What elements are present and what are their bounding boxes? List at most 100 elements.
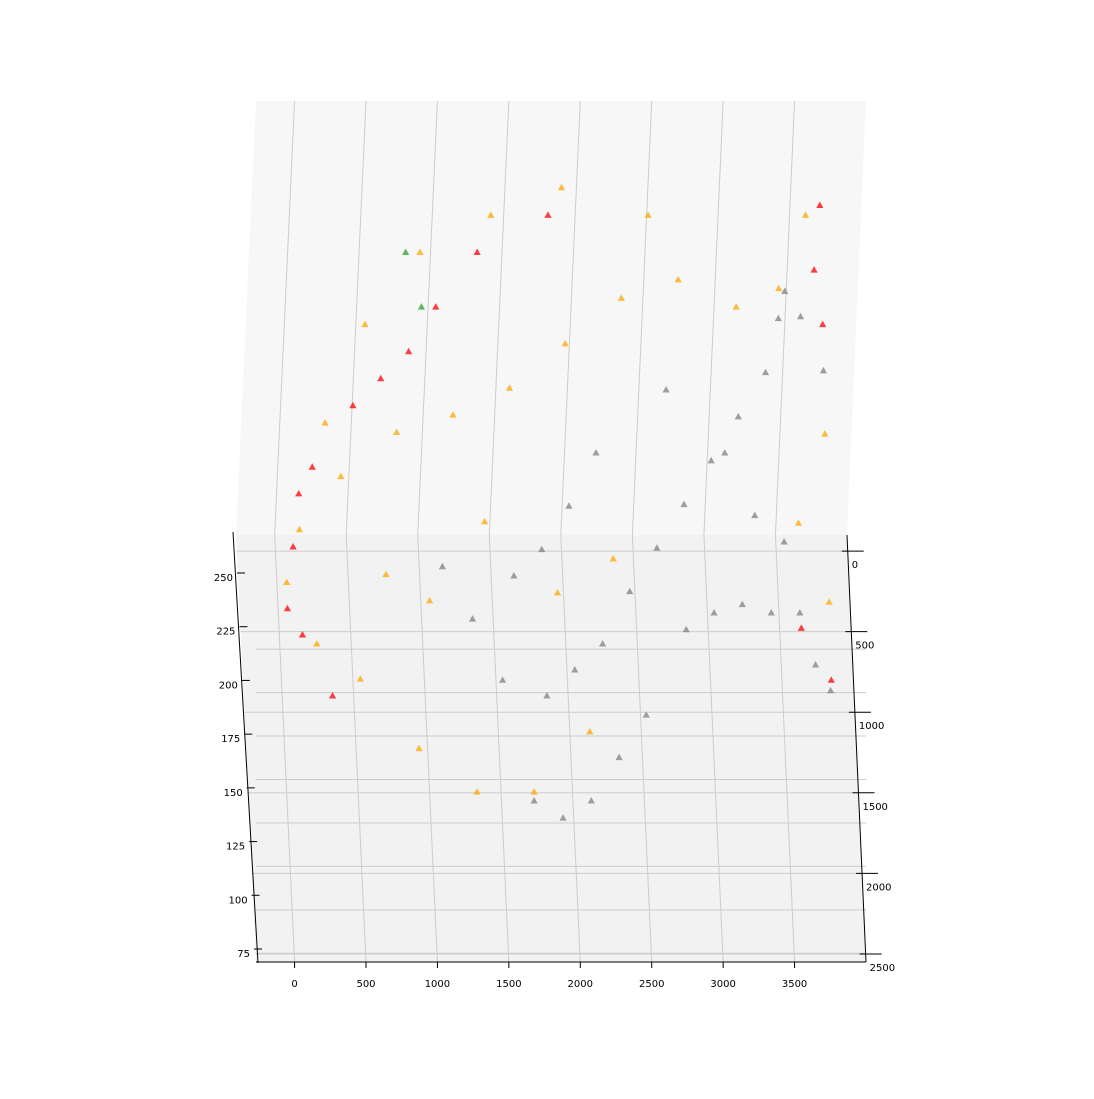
data-point-marker xyxy=(821,430,829,437)
data-point-marker xyxy=(615,753,623,761)
data-point-marker xyxy=(402,248,410,256)
z-tick-label: 175 xyxy=(221,734,240,745)
x-gridline-back xyxy=(631,100,653,536)
data-point-marker xyxy=(530,788,538,795)
data-point-marker xyxy=(599,640,607,647)
data-point-marker xyxy=(498,676,507,683)
data-point-marker xyxy=(774,314,782,322)
x-gridline-back xyxy=(774,100,796,536)
x-tick-label: 3000 xyxy=(710,979,735,990)
data-point-marker xyxy=(738,600,746,608)
z-tick-label: 250 xyxy=(214,573,233,584)
x-tick-label: 2000 xyxy=(568,979,593,990)
y-tick-label: 2500 xyxy=(870,963,895,974)
data-point-marker xyxy=(609,554,617,562)
data-point-marker xyxy=(810,266,818,273)
floor-pane xyxy=(236,535,866,962)
x-tick-label: 3500 xyxy=(782,979,807,990)
data-point-marker xyxy=(473,788,481,795)
x-gridline-floor xyxy=(488,534,510,963)
data-point-marker xyxy=(644,211,652,218)
x-gridline-floor xyxy=(560,534,581,963)
data-point-marker xyxy=(710,609,718,616)
data-point-marker xyxy=(416,248,424,256)
x-gridline-back xyxy=(488,100,510,536)
x-gridline-floor xyxy=(345,534,367,963)
data-point-marker xyxy=(426,596,434,604)
data-point-marker xyxy=(561,339,569,347)
data-point-marker xyxy=(392,428,401,436)
data-point-marker xyxy=(707,456,715,464)
x-tick-label: 0 xyxy=(291,979,297,990)
data-point-marker xyxy=(295,525,304,533)
data-point-marker xyxy=(780,537,788,545)
data-point-marker xyxy=(565,502,573,509)
data-point-marker xyxy=(653,544,661,551)
data-point-marker xyxy=(751,511,759,519)
data-point-marker xyxy=(295,489,303,497)
data-point-marker xyxy=(480,517,489,525)
data-point-marker xyxy=(811,660,820,668)
y-tick-label: 1500 xyxy=(862,802,887,813)
x-gridline-back xyxy=(274,100,296,536)
data-point-marker xyxy=(642,711,650,718)
data-point-marker xyxy=(816,201,824,209)
data-point-marker xyxy=(298,630,307,638)
z-tick-label: 150 xyxy=(224,788,243,799)
grid-lines xyxy=(236,100,866,963)
x-gridline-floor xyxy=(274,534,296,963)
data-point-marker xyxy=(530,796,538,804)
x-gridline-floor xyxy=(703,534,724,963)
data-point-marker xyxy=(321,419,329,426)
data-point-marker xyxy=(432,303,440,310)
data-point-marker xyxy=(682,625,690,633)
y-tick-label: 2000 xyxy=(866,882,891,893)
data-point-marker xyxy=(449,411,457,418)
x-gridline-back xyxy=(345,100,367,536)
y-tick-label: 0 xyxy=(852,560,858,571)
data-point-marker xyxy=(794,519,803,526)
y-tick-label: 500 xyxy=(855,641,874,652)
data-point-marker xyxy=(405,347,413,355)
data-point-marker xyxy=(553,589,562,596)
data-point-marker xyxy=(732,303,740,310)
data-point-marker xyxy=(767,609,775,616)
x-tick-label: 2500 xyxy=(639,979,664,990)
data-point-marker xyxy=(337,472,345,480)
data-point-marker xyxy=(505,384,514,391)
data-point-marker xyxy=(775,284,783,292)
data-point-marker xyxy=(510,572,518,579)
x-tick-label: 1500 xyxy=(496,979,521,990)
data-point-marker xyxy=(328,692,337,699)
x-gridline-floor xyxy=(774,534,796,963)
data-point-marker xyxy=(559,814,567,821)
z-tick-label: 75 xyxy=(237,949,250,960)
data-point-marker xyxy=(543,692,551,699)
z-tick-label: 225 xyxy=(216,627,235,638)
data-point-marker xyxy=(361,320,369,328)
x-tick-label: 500 xyxy=(356,979,375,990)
y-tick-label: 1000 xyxy=(859,721,884,732)
z-tick-label: 125 xyxy=(226,842,245,853)
data-point-marker xyxy=(680,500,688,508)
data-point-marker xyxy=(356,675,364,682)
data-point-marker xyxy=(827,676,835,683)
data-point-marker xyxy=(557,183,566,191)
data-point-marker xyxy=(283,578,291,586)
data-point-marker xyxy=(674,275,682,283)
data-point-marker xyxy=(538,545,546,553)
data-point-marker xyxy=(382,570,390,578)
x-gridline-floor xyxy=(417,534,438,963)
z-tick-label: 200 xyxy=(219,680,238,691)
x-gridline-back xyxy=(417,100,438,536)
z-axis-line xyxy=(232,531,259,964)
data-point-marker xyxy=(283,604,292,612)
y-axis-line xyxy=(846,534,867,963)
back-pane xyxy=(236,101,866,535)
data-point-marker xyxy=(349,401,357,409)
data-point-marker xyxy=(473,248,481,256)
data-point-marker xyxy=(377,374,385,382)
x-tick-label: 1000 xyxy=(425,979,450,990)
